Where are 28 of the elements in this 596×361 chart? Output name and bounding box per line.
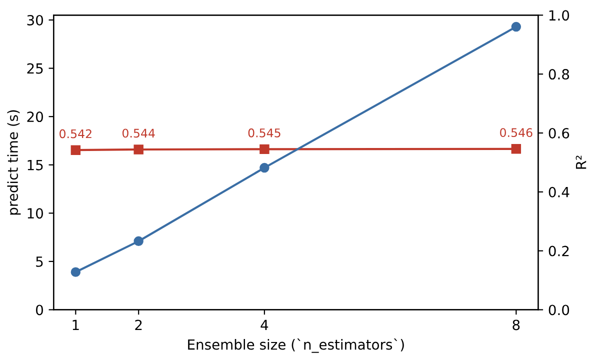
y-tick-label: 30 xyxy=(27,14,43,26)
data-label: 0.544 xyxy=(122,128,155,138)
y2-tick-label: 1.0 xyxy=(549,10,570,21)
x-tick-label: 8 xyxy=(512,320,520,330)
y2-tick-label: 0.4 xyxy=(548,186,570,198)
point xyxy=(511,22,522,32)
data-label: 0.546 xyxy=(500,128,532,138)
point xyxy=(134,236,144,246)
x-tick-label: 4 xyxy=(260,320,268,330)
point xyxy=(260,162,270,173)
y-tick-label: 10 xyxy=(28,208,43,219)
x-tick-label: 1 xyxy=(72,320,79,330)
y2-tick-label: 0.0 xyxy=(548,304,570,316)
y-tick-label: 5 xyxy=(36,256,43,267)
y2-tick-label: 0.2 xyxy=(548,246,569,256)
x-axis-title: Ensemble size (`n_estimators`) xyxy=(188,338,404,353)
y2-tick-label: 0.6 xyxy=(548,128,570,138)
y2-tick-label: 0.8 xyxy=(548,69,570,80)
y-tick-label: 20 xyxy=(27,112,43,122)
point xyxy=(70,267,81,277)
y-tick-label: 0 xyxy=(36,304,43,316)
y-tick-label: 25 xyxy=(27,63,43,74)
x-tick-label: 2 xyxy=(135,320,142,330)
data-label: 0.542 xyxy=(60,129,92,138)
data-label: 0.545 xyxy=(248,128,280,138)
y-tick-label: 15 xyxy=(28,160,43,170)
y2-axis-title: R² xyxy=(576,156,586,169)
y-axis-title: predict time (s) xyxy=(7,110,21,215)
